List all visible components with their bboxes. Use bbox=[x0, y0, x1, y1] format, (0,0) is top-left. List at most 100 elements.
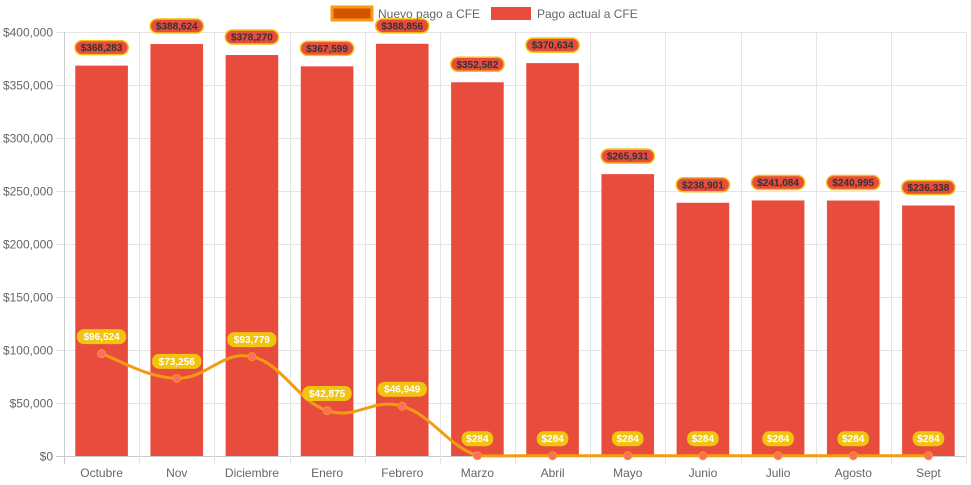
line-data-label-bg bbox=[762, 431, 794, 447]
line-point bbox=[923, 451, 933, 461]
line-point bbox=[548, 451, 558, 461]
x-axis: Octubre Nov Diciembre Enero Febrero Marzo Abri… bbox=[80, 466, 941, 480]
bar-data-label-text: $265,931 bbox=[607, 152, 649, 163]
line-point bbox=[623, 451, 633, 461]
line-data-label: $284 bbox=[762, 431, 794, 447]
bar-data-label: $378,270 bbox=[224, 29, 280, 45]
bar-data-labels: $368,283 $388,624 $378,270 $367,599 $388,856… bbox=[74, 18, 956, 196]
x-tick-label: Abril bbox=[541, 466, 565, 480]
bar bbox=[751, 200, 805, 456]
x-tick-label: Diciembre bbox=[225, 466, 279, 480]
bar bbox=[601, 174, 655, 456]
bar-data-label-bg bbox=[525, 37, 580, 53]
legend-label-pago-actual: Pago actual a CFE bbox=[537, 7, 638, 21]
bar-data-label-bg bbox=[825, 174, 881, 191]
bar-data-label-text: $241,084 bbox=[757, 178, 799, 189]
line-data-label-text: $284 bbox=[917, 434, 940, 445]
line-data-label: $284 bbox=[611, 431, 644, 447]
legend-swatch-nuevo-pago bbox=[330, 5, 374, 22]
x-tick-label: Junio bbox=[689, 466, 718, 480]
bar-data-label-text: $238,901 bbox=[682, 180, 724, 191]
bar-data-label-text: $378,270 bbox=[231, 33, 273, 44]
bar-data-label-text: $236,338 bbox=[908, 183, 950, 194]
bar bbox=[902, 205, 955, 456]
line-data-label-text: $46,949 bbox=[384, 385, 421, 396]
line-data-label: $284 bbox=[912, 431, 945, 447]
y-tick-label: $400,000 bbox=[3, 26, 53, 40]
line-data-label-bg bbox=[377, 381, 427, 397]
line-point bbox=[773, 451, 783, 461]
bar-data-label: $265,931 bbox=[600, 148, 656, 164]
grid bbox=[56, 32, 967, 464]
bar-data-label-bg bbox=[600, 148, 656, 164]
bar-data-label: $352,582 bbox=[450, 56, 505, 73]
bar-data-label-bg bbox=[750, 174, 806, 191]
bar-data-label-bg bbox=[299, 40, 355, 57]
y-axis: $0 $50,000 $100,000 $150,000 $200,000 $250,00… bbox=[3, 26, 53, 464]
bar-data-label-text: $368,283 bbox=[81, 43, 123, 54]
line-data-label-text: $96,524 bbox=[84, 332, 121, 343]
line-data-label-bg bbox=[152, 353, 202, 369]
bar-data-label: $236,338 bbox=[901, 179, 956, 196]
bar bbox=[526, 63, 579, 456]
line-point bbox=[172, 373, 182, 383]
line-data-label: $96,524 bbox=[76, 329, 127, 345]
bar-data-label-bg bbox=[901, 179, 956, 196]
bar bbox=[826, 200, 880, 456]
bar-data-label-text: $367,599 bbox=[306, 44, 348, 55]
line-data-label-text: $73,256 bbox=[159, 357, 196, 368]
line-data-label-bg bbox=[536, 431, 569, 447]
bar-data-label-text: $240,995 bbox=[832, 178, 874, 189]
legend-item-nuevo-pago[interactable]: Nuevo pago a CFE bbox=[330, 5, 480, 22]
line-point bbox=[698, 451, 708, 461]
legend-label-nuevo-pago: Nuevo pago a CFE bbox=[378, 7, 480, 21]
line-data-label-text: $284 bbox=[692, 434, 715, 445]
line-data-label-bg bbox=[302, 386, 352, 402]
line-data-label-text: $284 bbox=[466, 434, 489, 445]
line-data-label-bg bbox=[611, 431, 644, 447]
bar-data-label-text: $352,582 bbox=[457, 60, 499, 71]
bar-data-label-bg bbox=[224, 29, 280, 45]
bar-data-label-text: $388,856 bbox=[381, 21, 423, 32]
bar bbox=[75, 65, 128, 456]
line-data-label-bg bbox=[687, 431, 719, 447]
y-tick-label: $200,000 bbox=[3, 238, 53, 252]
line-data-label-text: $284 bbox=[617, 434, 640, 445]
line-data-label-bg bbox=[227, 332, 277, 348]
bar-data-label: $367,599 bbox=[299, 40, 355, 57]
x-tick-label: Julio bbox=[766, 466, 791, 480]
bar-data-label-bg bbox=[450, 56, 505, 73]
bar-data-label-bg bbox=[74, 39, 129, 56]
y-tick-label: $250,000 bbox=[3, 185, 53, 199]
line-data-label: $284 bbox=[461, 431, 494, 447]
y-tick-label: $100,000 bbox=[3, 344, 53, 358]
legend-swatch-pago-actual bbox=[491, 7, 531, 20]
bar bbox=[225, 55, 279, 456]
x-tick-label: Mayo bbox=[613, 466, 643, 480]
line-data-label-text: $42,875 bbox=[309, 389, 346, 400]
x-tick-label: Sept bbox=[916, 466, 941, 480]
legend-item-pago-actual[interactable]: Pago actual a CFE bbox=[491, 7, 638, 21]
legend: Nuevo pago a CFE Pago actual a CFE bbox=[330, 5, 638, 22]
bar-data-label-bg bbox=[675, 177, 731, 193]
x-tick-label: Febrero bbox=[381, 466, 423, 480]
x-tick-label: Nov bbox=[166, 466, 187, 480]
line-data-label: $42,875 bbox=[302, 386, 352, 402]
line-point bbox=[397, 401, 407, 411]
line-data-label-text: $93,779 bbox=[234, 335, 271, 346]
x-tick-label: Agosto bbox=[835, 466, 873, 480]
line-point bbox=[322, 406, 332, 416]
bar-data-label: $370,634 bbox=[525, 37, 580, 53]
line-data-label-bg bbox=[461, 431, 494, 447]
bar bbox=[676, 202, 730, 456]
line-data-label: $73,256 bbox=[152, 353, 202, 369]
bar-data-label: $368,283 bbox=[74, 39, 129, 56]
line-point bbox=[247, 352, 257, 362]
bar-data-label: $240,995 bbox=[825, 174, 881, 191]
x-tick-label: Enero bbox=[311, 466, 343, 480]
bar-data-label-text: $370,634 bbox=[532, 41, 574, 52]
y-tick-label: $50,000 bbox=[10, 397, 54, 411]
line-data-label-text: $284 bbox=[842, 434, 865, 445]
bar bbox=[150, 44, 204, 456]
